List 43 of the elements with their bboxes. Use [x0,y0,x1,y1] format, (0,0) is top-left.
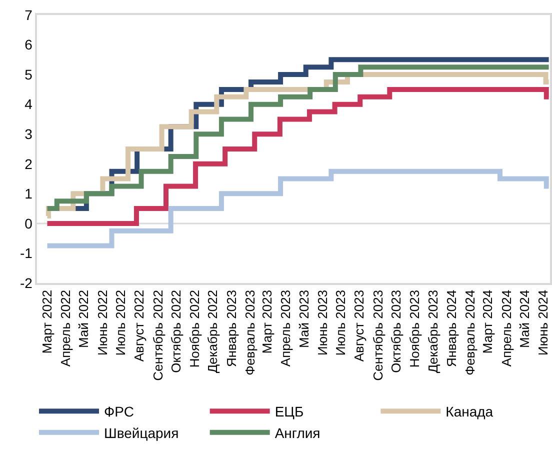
x-tick-label: Апрель 2023 [278,290,294,367]
x-tick-label: Май 2022 [76,290,92,348]
x-tick-label: Апрель 2022 [58,290,74,367]
x-tick-label: Март 2022 [39,290,54,354]
x-tick-label: Январь 2024 [444,290,459,368]
y-tick-label: -1 [20,245,33,262]
x-tick-label: Май 2024 [516,290,532,348]
legend-label: Англия [274,424,320,441]
legend-label: Швейцария [104,424,179,441]
x-tick-label: Март 2023 [260,290,275,354]
x-tick-label: Август 2022 [132,290,147,362]
x-tick-label: Ноябрь 2023 [407,290,422,368]
x-tick-label: Декабрь 2023 [425,290,440,374]
y-tick-label: 5 [24,66,33,82]
x-tick-label: Февраль 2024 [462,290,478,376]
x-tick-label: Август 2023 [352,290,367,362]
x-tick-label: Октябрь 2023 [388,290,404,373]
x-tick-label: Январь 2023 [224,290,239,368]
legend-label: Канада [446,404,494,420]
y-tick-label: 0 [24,215,33,232]
y-tick-label: 3 [24,126,33,142]
y-tick-label: 6 [24,36,33,53]
x-tick-label: Июль 2022 [113,290,128,356]
y-tick-label: 4 [24,96,33,112]
x-tick-label: Декабрь 2022 [205,290,220,374]
legend-label: ФРС [104,404,134,420]
x-tick-label: Июнь 2024 [536,290,551,356]
y-tick-label: 2 [24,156,33,172]
x-tick-label: Сентябрь 2023 [370,290,386,381]
y-tick-label: 1 [24,186,33,202]
x-tick-label: Апрель 2024 [498,290,514,367]
x-tick-label: Июнь 2023 [314,290,330,356]
x-tick-label: Июль 2023 [333,290,348,356]
legend-label: ЕЦБ [274,404,304,420]
x-tick-label: Октябрь 2022 [168,290,184,373]
x-tick-label: Сентябрь 2022 [150,290,166,381]
y-tick-label: 7 [24,6,33,23]
x-tick-label: Март 2024 [480,290,496,354]
x-tick-label: Май 2023 [296,290,312,348]
y-tick-label: -2 [20,274,33,291]
x-tick-label: Февраль 2023 [242,290,258,376]
x-tick-label: Июнь 2022 [94,290,110,356]
x-tick-label: Ноябрь 2022 [187,290,202,368]
